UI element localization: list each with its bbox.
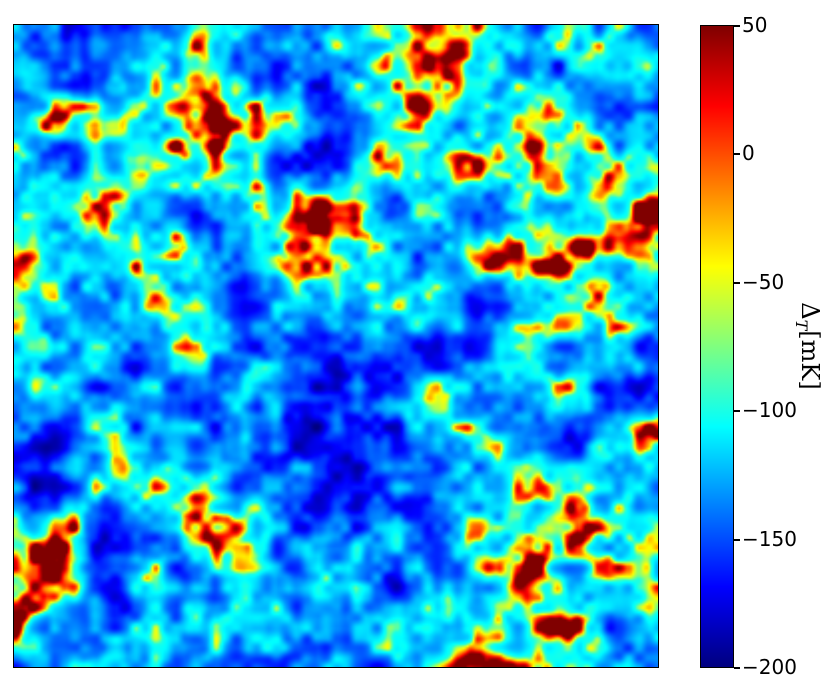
colorbar-tick-label: −200: [742, 655, 797, 679]
colorbar-tick: [734, 410, 740, 412]
colorbar-tick-label: −50: [742, 270, 785, 294]
colorbar-label: ΔT[mK]: [792, 302, 824, 389]
colorbar-tick: [734, 153, 740, 155]
colorbar-tick: [734, 282, 740, 284]
heatmap-canvas: [14, 25, 658, 667]
colorbar-tick-label: 0: [742, 141, 755, 165]
colorbar-tick: [734, 667, 740, 669]
temperature-map: [13, 24, 659, 668]
colorbar-tick: [734, 539, 740, 541]
colorbar-tick-label: −150: [742, 527, 797, 551]
colorbar-label-unit: [mK]: [795, 330, 824, 390]
colorbar-tick-label: −100: [742, 398, 797, 422]
colorbar: [700, 25, 734, 668]
colorbar-label-subscript: T: [792, 319, 812, 331]
colorbar-tick: [734, 25, 740, 27]
colorbar-label-symbol: Δ: [795, 302, 824, 320]
colorbar-tick-label: 50: [742, 13, 768, 37]
